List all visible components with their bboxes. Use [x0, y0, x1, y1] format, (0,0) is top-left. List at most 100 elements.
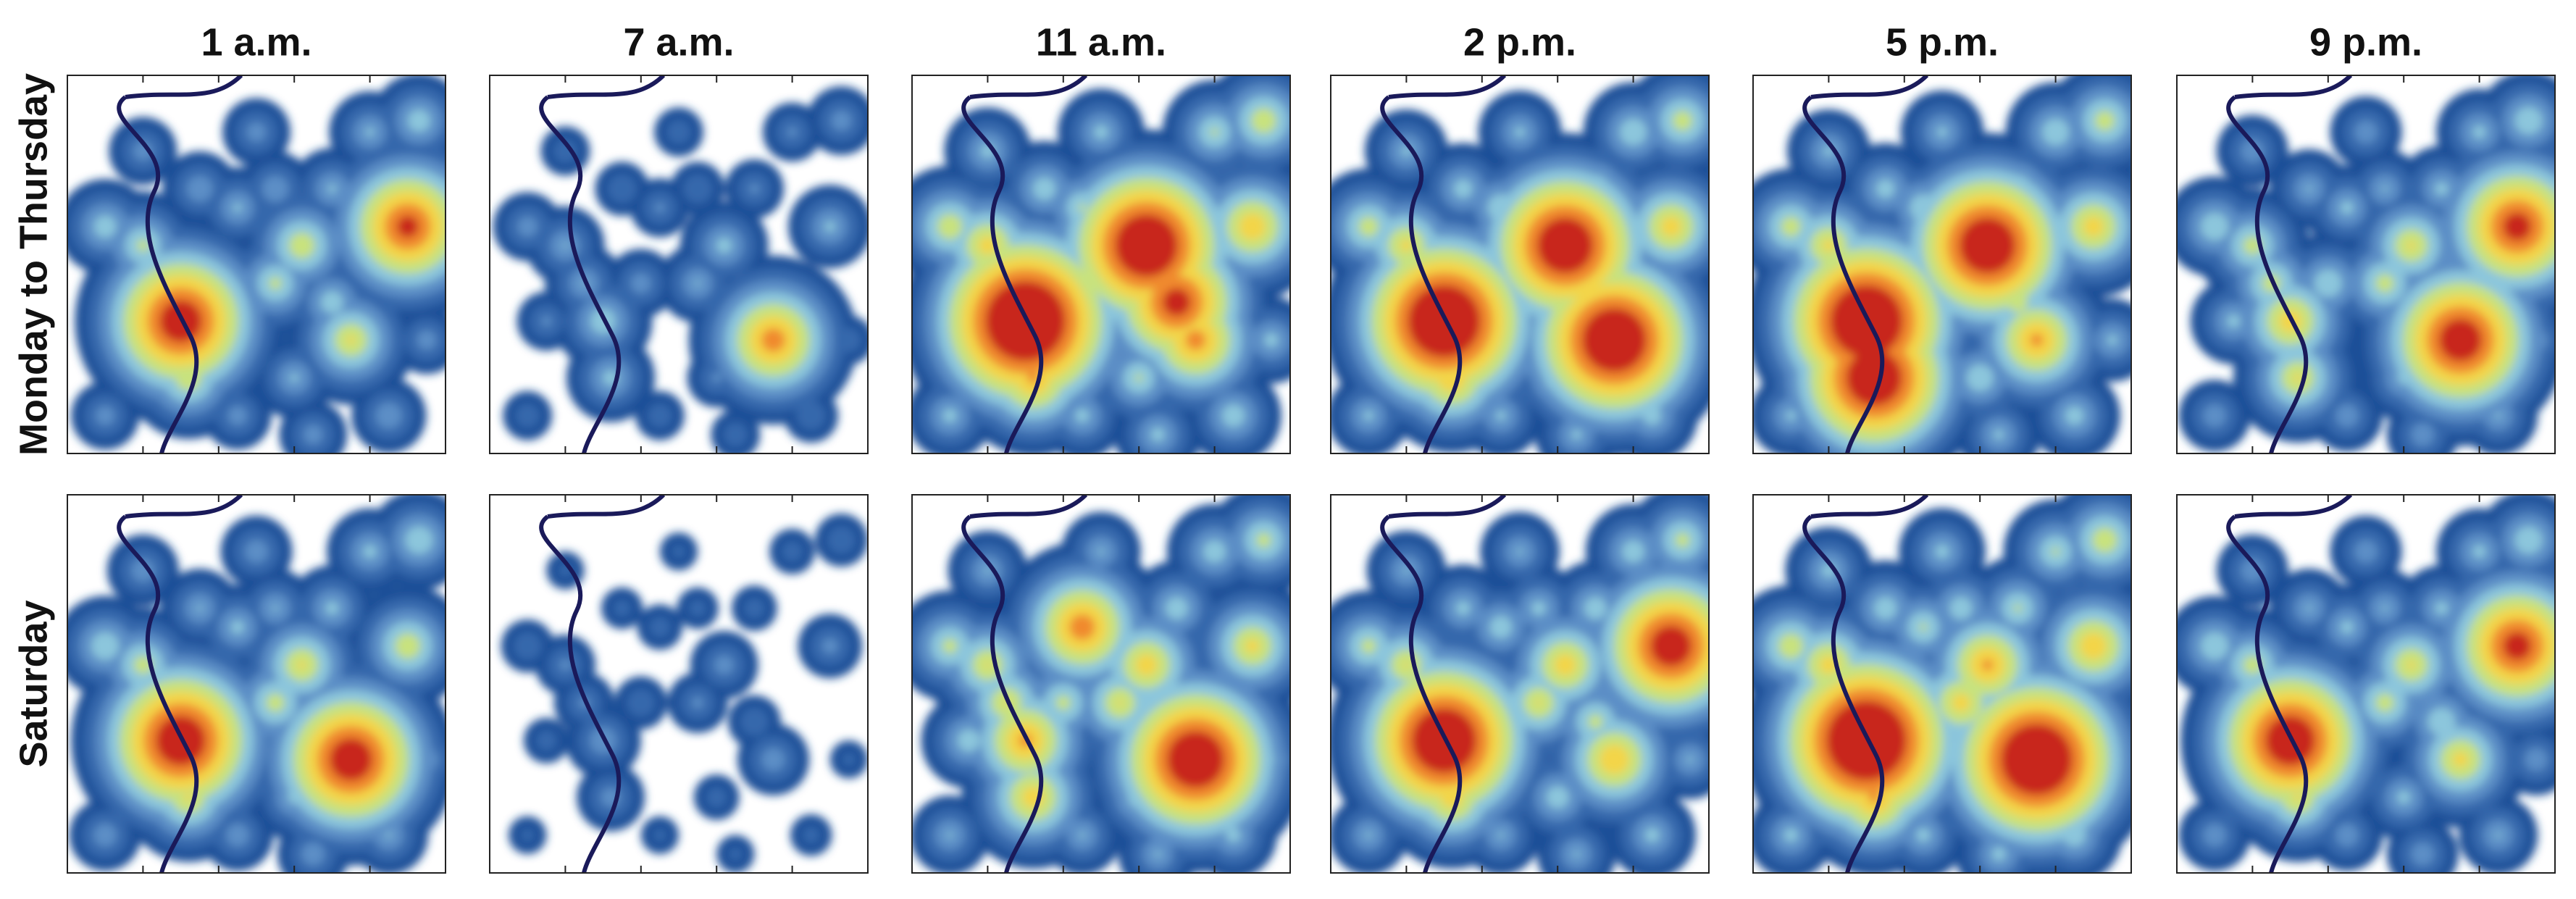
density-level [2427, 707, 2456, 736]
river [1802, 75, 1929, 453]
density-level [2200, 632, 2229, 661]
density-level [385, 832, 393, 839]
heatmap-panel [1752, 75, 2132, 454]
density-level [1846, 349, 1902, 406]
density-level [1966, 364, 1994, 392]
river [961, 495, 1088, 873]
density [490, 495, 868, 873]
density-level [2203, 823, 2227, 847]
density-level [2406, 241, 2416, 250]
blob-layers [912, 495, 1290, 873]
river [2226, 495, 2353, 873]
river [1380, 75, 1507, 453]
density-level [95, 406, 115, 426]
density-level [2001, 724, 2073, 795]
density-level [831, 110, 852, 131]
blob-layers [1753, 495, 2131, 873]
density-level [1936, 126, 1948, 138]
density-level [414, 748, 439, 772]
density-level [2472, 544, 2486, 559]
density-level [91, 632, 120, 661]
density-level [682, 173, 713, 204]
density-level [2524, 328, 2548, 352]
density [1753, 495, 2131, 873]
density-level [1112, 601, 1128, 616]
density-level [1115, 214, 1178, 277]
row-label: Saturday [12, 600, 55, 767]
density-level [137, 239, 149, 252]
density-level [1403, 661, 1410, 669]
density-level [1571, 429, 1582, 440]
density-level [325, 601, 339, 615]
density-level [346, 335, 356, 345]
density-level [984, 661, 991, 669]
density-level [1582, 308, 1647, 372]
river [117, 495, 243, 873]
density-level [1263, 333, 1279, 348]
density-level [694, 280, 701, 287]
density-level [327, 184, 337, 193]
density-level [2041, 118, 2070, 146]
density-level [937, 214, 963, 240]
density-level [1154, 850, 1161, 858]
density-level [802, 826, 820, 844]
blob-layers [1331, 495, 1709, 873]
density-level [649, 616, 671, 638]
density-level [2375, 274, 2394, 293]
river [117, 75, 243, 453]
density-level [1365, 832, 1372, 839]
density-level [691, 696, 704, 709]
density-level [666, 120, 692, 145]
river [2226, 75, 2353, 453]
density-level [396, 215, 419, 238]
density-level [711, 372, 722, 383]
panel-frame [67, 75, 446, 454]
density-level [303, 425, 323, 445]
density-level [1778, 633, 1804, 659]
density-level [689, 599, 707, 617]
density-level [246, 122, 267, 142]
density-level [1686, 756, 1694, 764]
density-level [1642, 406, 1662, 425]
density-level [2293, 373, 2302, 382]
column-title: 11 a.m. [1036, 20, 1166, 64]
density-level [761, 327, 785, 352]
panel-frame [1752, 75, 2132, 454]
density-level [761, 748, 785, 772]
density-level [626, 688, 656, 717]
density-level [395, 633, 421, 659]
density-level [957, 729, 980, 752]
heatmap-panel [1752, 494, 2132, 874]
density-level [2375, 693, 2394, 712]
density-level [365, 127, 375, 137]
density-level [2340, 201, 2354, 215]
density-level [2094, 111, 2115, 131]
density-level [1650, 625, 1692, 667]
density-level [2200, 212, 2229, 241]
density-level [836, 327, 862, 353]
density-level [1135, 653, 1158, 677]
density [2177, 495, 2555, 873]
density-level [2107, 335, 2118, 346]
density-level [2514, 106, 2543, 135]
density [912, 495, 1290, 873]
density-level [2007, 292, 2028, 312]
density-level [1453, 179, 1473, 198]
density-level [93, 823, 117, 847]
density-level [1079, 832, 1086, 839]
density-level [1621, 540, 1645, 563]
density-level [2381, 605, 2388, 612]
density-level [1221, 403, 1245, 427]
density-level [2083, 216, 2104, 237]
heatmap-panel [911, 75, 1291, 454]
density-level [1868, 791, 1880, 803]
density-level [2241, 559, 2265, 582]
density-level [714, 655, 735, 675]
density-level [2065, 406, 2084, 425]
density-level [946, 832, 953, 839]
density-level [1875, 179, 1895, 198]
river [1802, 495, 1929, 873]
heatmap-panel [67, 494, 446, 874]
